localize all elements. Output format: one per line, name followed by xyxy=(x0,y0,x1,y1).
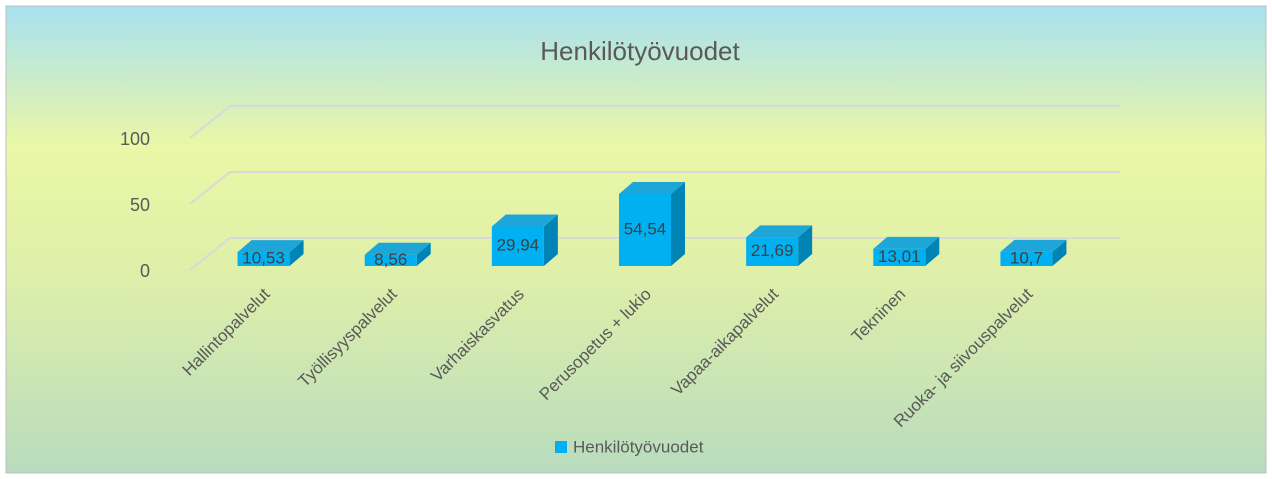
bar-side xyxy=(798,225,813,266)
grid-line xyxy=(189,237,1120,271)
data-label: 8,56 xyxy=(374,250,407,269)
bar-top xyxy=(1000,239,1067,252)
y-tick-label: 50 xyxy=(130,195,150,215)
bar-top xyxy=(619,182,685,195)
legend-swatch xyxy=(555,441,567,453)
bar-top xyxy=(746,225,813,238)
bar-side xyxy=(1052,239,1067,266)
bar-side xyxy=(925,236,940,266)
bar xyxy=(491,226,544,266)
bar xyxy=(619,194,671,266)
bar-side xyxy=(416,242,431,266)
data-label: 10,53 xyxy=(242,249,285,268)
y-tick-label: 0 xyxy=(140,261,150,281)
chart-title: Henkilötyövuodet xyxy=(540,36,740,66)
bar-side xyxy=(671,182,685,266)
bar xyxy=(364,254,417,266)
data-label: 10,7 xyxy=(1010,248,1043,267)
grid-line xyxy=(189,171,1120,205)
bar xyxy=(237,252,290,266)
bar xyxy=(746,237,799,266)
bar xyxy=(1000,251,1053,266)
data-label: 13,01 xyxy=(878,247,921,266)
legend-label: Henkilötyövuodet xyxy=(573,437,704,456)
bar-top xyxy=(237,240,304,253)
data-label: 54,54 xyxy=(624,219,667,238)
grid-line xyxy=(189,105,1120,139)
data-label: 29,94 xyxy=(497,236,540,255)
bar-top xyxy=(873,236,940,249)
data-label: 21,69 xyxy=(751,241,794,260)
bar-top xyxy=(364,242,431,255)
bar-side xyxy=(543,214,558,266)
y-tick-label: 100 xyxy=(120,129,150,149)
bar xyxy=(873,248,926,266)
bar-top xyxy=(491,214,558,227)
bar-side xyxy=(289,240,304,266)
